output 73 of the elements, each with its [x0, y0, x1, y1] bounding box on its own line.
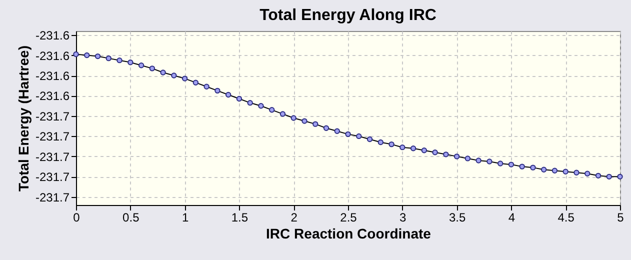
x-tick-label: 5 [617, 210, 624, 224]
point [128, 60, 134, 66]
y-tick-label: -231.6 [35, 69, 70, 84]
x-tick-label: 0 [73, 210, 80, 224]
point [323, 125, 330, 131]
point [236, 96, 242, 102]
point [486, 158, 492, 164]
x-tick-label: 3.5 [448, 210, 466, 224]
point [443, 152, 449, 158]
point [617, 174, 623, 180]
x-tick-label: 2 [290, 210, 298, 224]
point [562, 168, 568, 174]
point [476, 158, 482, 164]
point [497, 160, 504, 166]
y-tick-label: -231.7 [35, 190, 70, 204]
y-tick-label: -231.6 [35, 48, 70, 63]
point [574, 170, 580, 176]
point [247, 100, 253, 106]
point [204, 84, 210, 90]
point [356, 133, 362, 140]
point [432, 150, 438, 156]
y-tick-label: -231.7 [35, 109, 70, 124]
point [182, 76, 188, 82]
point [149, 66, 156, 72]
point [421, 148, 428, 154]
x-tick-label: 1 [182, 210, 189, 224]
y-tick-label: -231.6 [35, 28, 70, 43]
x-tick-label: 0.5 [122, 210, 140, 224]
point [116, 57, 122, 64]
point [366, 136, 373, 142]
y-tick-label: -231.7 [35, 150, 70, 164]
point [280, 111, 286, 117]
point [334, 128, 340, 134]
point [519, 164, 525, 170]
point [290, 115, 296, 121]
point [584, 170, 590, 176]
point [508, 162, 514, 168]
y-tick-label: -231.7 [35, 130, 70, 144]
x-axis-title: IRC Reaction Coordinate [266, 226, 432, 242]
point [388, 141, 394, 148]
point [192, 80, 199, 86]
point [464, 156, 471, 162]
point [345, 131, 351, 138]
point [595, 172, 602, 179]
point [84, 52, 90, 58]
point [160, 70, 166, 76]
point [106, 55, 112, 62]
point [214, 88, 220, 94]
point [606, 174, 612, 180]
x-tick-label: 4.5 [558, 210, 575, 224]
y-tick-label: -231.6 [35, 89, 70, 104]
x-tick-label: 1.5 [231, 210, 248, 224]
point [530, 164, 536, 170]
x-tick-label: 4 [508, 210, 516, 224]
chart-title: Total Energy Along IRC [260, 7, 437, 24]
point [378, 139, 384, 146]
point [94, 53, 101, 60]
point [540, 166, 547, 172]
x-tick-label: 2.5 [340, 210, 358, 224]
point [552, 168, 558, 174]
point [138, 62, 144, 68]
point [225, 92, 232, 98]
point [454, 154, 460, 160]
y-tick-label: -231.7 [35, 170, 70, 184]
point [171, 72, 177, 78]
point [302, 118, 308, 124]
point [410, 146, 416, 152]
point [312, 121, 318, 127]
point [400, 144, 406, 150]
point [258, 103, 264, 109]
y-axis-title: Total Energy (Hartree) [15, 46, 32, 192]
point [268, 107, 275, 113]
x-tick-label: 3 [400, 210, 407, 224]
